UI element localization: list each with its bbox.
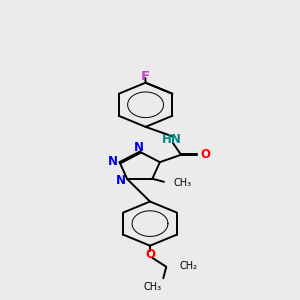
- Text: CH₂: CH₂: [179, 261, 197, 271]
- Text: O: O: [145, 248, 155, 261]
- Text: HN: HN: [161, 133, 181, 146]
- Text: N: N: [108, 155, 118, 168]
- Text: CH₃: CH₃: [174, 178, 192, 188]
- Text: F: F: [140, 70, 150, 83]
- Text: N: N: [116, 174, 126, 187]
- Text: N: N: [134, 141, 144, 154]
- Text: CH₃: CH₃: [144, 282, 162, 292]
- Text: O: O: [201, 148, 211, 161]
